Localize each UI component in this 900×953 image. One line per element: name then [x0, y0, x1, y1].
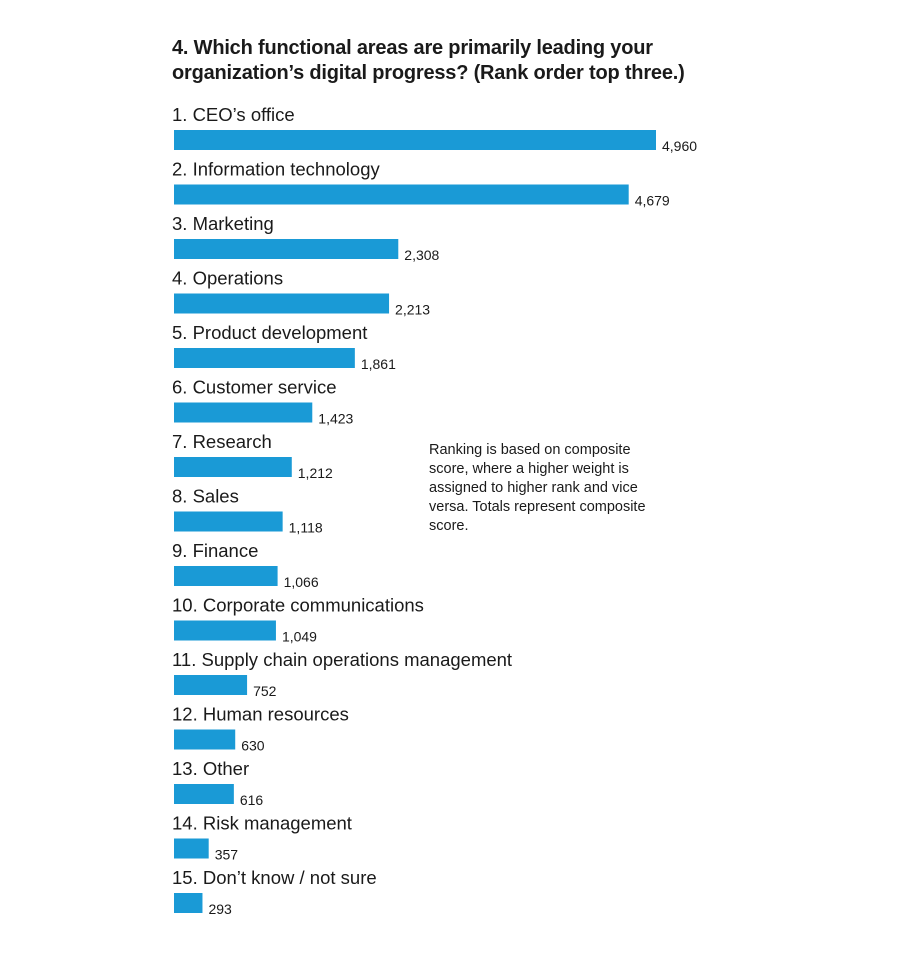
- bar-row: 14. Risk management 357: [172, 813, 352, 863]
- bar: [174, 457, 292, 477]
- category-label: 9. Finance: [172, 540, 258, 561]
- chart-title-line-1: 4. Which functional areas are primarily …: [172, 37, 653, 59]
- category-label: 7. Research: [172, 431, 272, 452]
- category-label: 2. Information technology: [172, 159, 380, 180]
- value-label: 1,066: [284, 574, 319, 590]
- value-label: 1,861: [361, 356, 396, 372]
- value-label: 630: [241, 738, 265, 754]
- bar-row: 1. CEO’s office 4,960: [172, 104, 697, 154]
- bar-row: 10. Corporate communications 1,049: [172, 595, 424, 645]
- bar-row: 5. Product development 1,861: [172, 322, 396, 372]
- category-label: 14. Risk management: [172, 813, 352, 834]
- bar: [174, 184, 629, 205]
- bar-row: 6. Customer service 1,423: [172, 377, 354, 427]
- category-label: 6. Customer service: [172, 377, 337, 398]
- bar: [174, 239, 399, 259]
- bar: [174, 838, 209, 859]
- bar-row: 7. Research 1,212: [172, 431, 333, 481]
- bar-row: 2. Information technology 4,679: [172, 159, 670, 209]
- category-label: 8. Sales: [172, 486, 239, 507]
- bar: [174, 130, 656, 150]
- value-label: 616: [240, 792, 264, 808]
- category-label: 10. Corporate communications: [172, 595, 424, 616]
- category-label: 1. CEO’s office: [172, 104, 295, 125]
- value-label: 2,308: [404, 247, 439, 263]
- bar: [174, 893, 203, 913]
- category-label: 3. Marketing: [172, 213, 274, 234]
- category-label: 12. Human resources: [172, 704, 349, 725]
- value-label: 357: [215, 847, 239, 863]
- value-label: 1,118: [289, 520, 323, 536]
- bar-row: 11. Supply chain operations management 75…: [172, 649, 512, 699]
- bar: [174, 620, 276, 641]
- chart-annotation: Ranking is based on composite score, whe…: [429, 442, 646, 534]
- value-label: 1,049: [282, 629, 317, 645]
- category-label: 13. Other: [172, 758, 249, 779]
- bar-row: 8. Sales 1,118: [172, 486, 323, 536]
- bar: [174, 784, 234, 804]
- bar: [174, 348, 355, 368]
- bar-row: 12. Human resources 630: [172, 704, 349, 754]
- value-label: 1,212: [298, 465, 333, 481]
- bar: [174, 293, 390, 314]
- value-label: 4,679: [635, 193, 670, 209]
- value-label: 293: [208, 901, 232, 917]
- bar-row: 4. Operations 2,213: [172, 268, 430, 318]
- category-label: 11. Supply chain operations management: [172, 649, 512, 670]
- bar-row: 13. Other 616: [172, 758, 263, 808]
- bar: [174, 511, 283, 532]
- bar: [174, 729, 236, 750]
- value-label: 4,960: [662, 138, 697, 154]
- chart-title-line-2: organization’s digital progress? (Rank o…: [172, 62, 685, 84]
- bar: [174, 402, 313, 423]
- bar-row: 15. Don’t know / not sure 293: [172, 867, 377, 917]
- bar: [174, 675, 248, 695]
- category-label: 5. Product development: [172, 322, 367, 343]
- category-label: 4. Operations: [172, 268, 283, 289]
- category-label: 15. Don’t know / not sure: [172, 867, 377, 888]
- value-label: 752: [253, 683, 277, 699]
- chart-title: 4. Which functional areas are primarily …: [172, 36, 732, 86]
- bar-row: 9. Finance 1,066: [172, 540, 319, 590]
- bar: [174, 566, 278, 586]
- bar-row: 3. Marketing 2,308: [172, 213, 440, 263]
- value-label: 1,423: [318, 411, 353, 427]
- value-label: 2,213: [395, 302, 430, 318]
